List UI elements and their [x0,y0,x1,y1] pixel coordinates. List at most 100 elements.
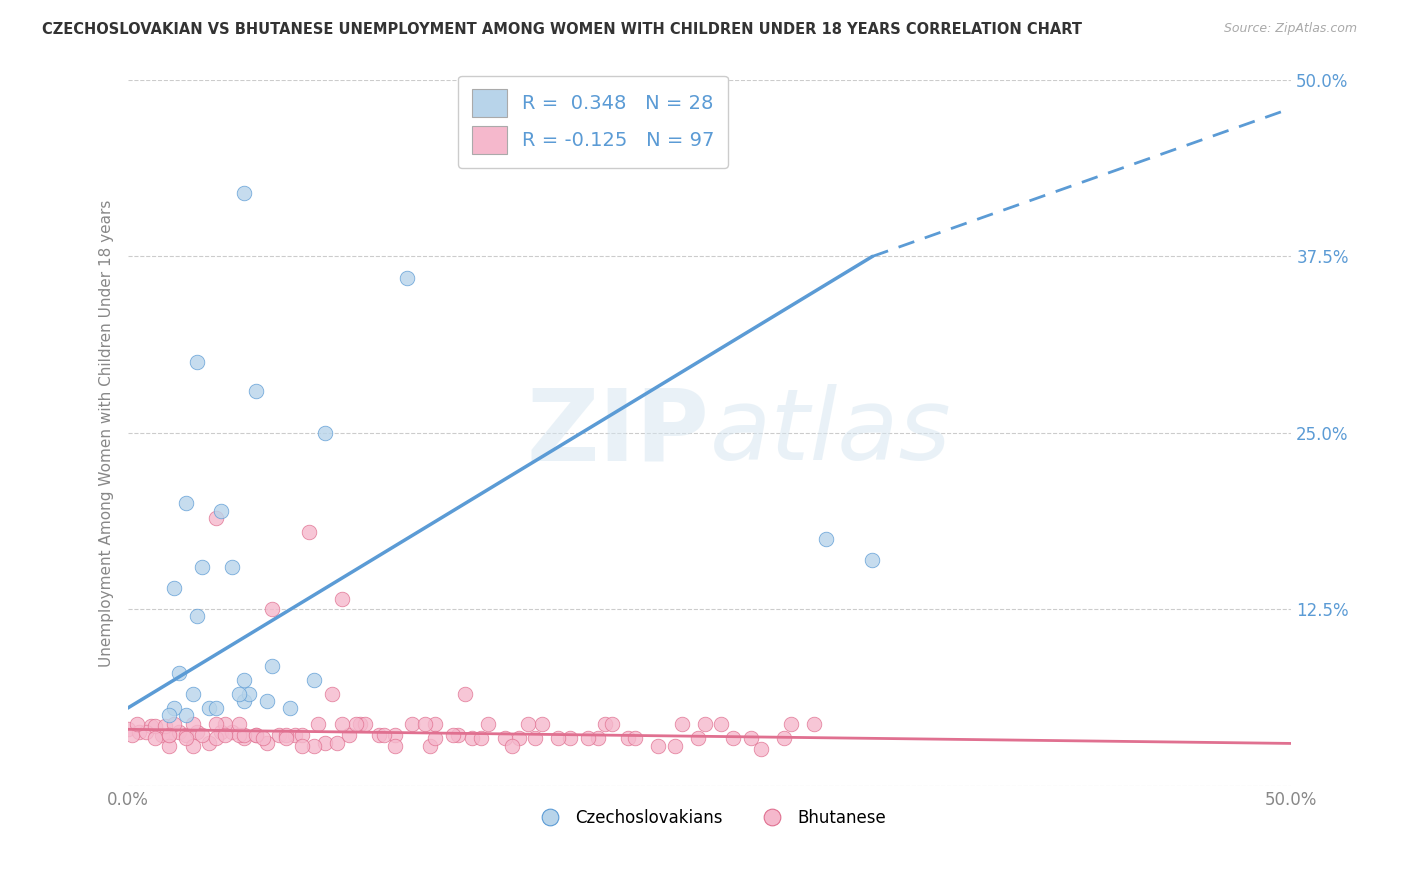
Point [205,716,228,731]
Point [214,716,236,731]
Point [454,687,477,701]
Point [260,658,283,673]
Point [181,739,204,754]
Text: ZIP: ZIP [527,384,710,482]
Point [354,716,377,731]
Point [145,719,167,733]
Point [167,665,190,680]
Point [167,725,190,739]
Point [228,687,250,701]
Point [186,725,208,739]
Point [773,731,796,745]
Point [256,736,278,750]
Point [198,701,221,715]
Point [205,510,228,524]
Point [593,716,616,731]
Point [330,716,353,731]
Point [441,728,464,742]
Point [159,728,181,742]
Text: Source: ZipAtlas.com: Source: ZipAtlas.com [1223,22,1357,36]
Point [238,687,260,701]
Point [174,728,197,742]
Point [384,739,406,754]
Point [186,355,208,369]
Point [721,731,744,745]
Point [186,609,208,624]
Point [209,725,232,739]
Point [647,739,669,754]
Point [501,739,523,754]
Point [547,731,569,745]
Point [523,731,546,745]
Point [314,425,336,440]
Point [181,687,204,701]
Text: atlas: atlas [710,384,950,482]
Point [321,687,343,701]
Point [267,728,290,742]
Point [307,716,329,731]
Point [245,384,267,398]
Point [671,716,693,731]
Point [477,716,499,731]
Point [395,270,418,285]
Point [516,716,538,731]
Point [191,728,214,742]
Point [280,701,302,715]
Point [232,731,254,745]
Point [368,728,391,742]
Point [349,716,371,731]
Point [145,731,167,745]
Point [232,728,254,742]
Point [344,716,367,731]
Point [260,602,283,616]
Point [121,728,143,742]
Point [470,731,492,745]
Point [228,728,250,742]
Point [461,731,484,745]
Point [152,728,174,742]
Point [298,524,321,539]
Point [174,496,197,510]
Point [205,701,228,715]
Point [232,673,254,687]
Point [586,731,609,745]
Point [135,725,157,739]
Point [447,728,470,742]
Point [617,731,640,745]
Point [693,716,716,731]
Point [664,739,686,754]
Point [326,736,349,750]
Point [624,731,647,745]
Point [198,736,221,750]
Point [245,728,267,742]
Point [125,716,148,731]
Point [139,719,162,733]
Point [221,560,243,574]
Point [415,716,437,731]
Point [578,731,600,745]
Point [600,716,623,731]
Point [337,728,360,742]
Point [159,739,181,754]
Point [373,728,395,742]
Point [274,731,297,745]
Legend: Czechoslovakians, Bhutanese: Czechoslovakians, Bhutanese [526,803,893,834]
Point [209,503,232,517]
Point [314,736,336,750]
Point [256,694,278,708]
Point [686,731,709,745]
Point [558,731,581,745]
Point [163,701,186,715]
Point [174,731,197,745]
Point [803,716,825,731]
Point [302,739,325,754]
Point [274,728,297,742]
Point [284,728,307,742]
Point [163,716,186,731]
Text: CZECHOSLOVAKIAN VS BHUTANESE UNEMPLOYMENT AMONG WOMEN WITH CHILDREN UNDER 18 YEA: CZECHOSLOVAKIAN VS BHUTANESE UNEMPLOYMEN… [42,22,1083,37]
Point [214,728,236,742]
Point [423,731,446,745]
Point [163,581,186,595]
Point [530,716,553,731]
Point [508,731,530,745]
